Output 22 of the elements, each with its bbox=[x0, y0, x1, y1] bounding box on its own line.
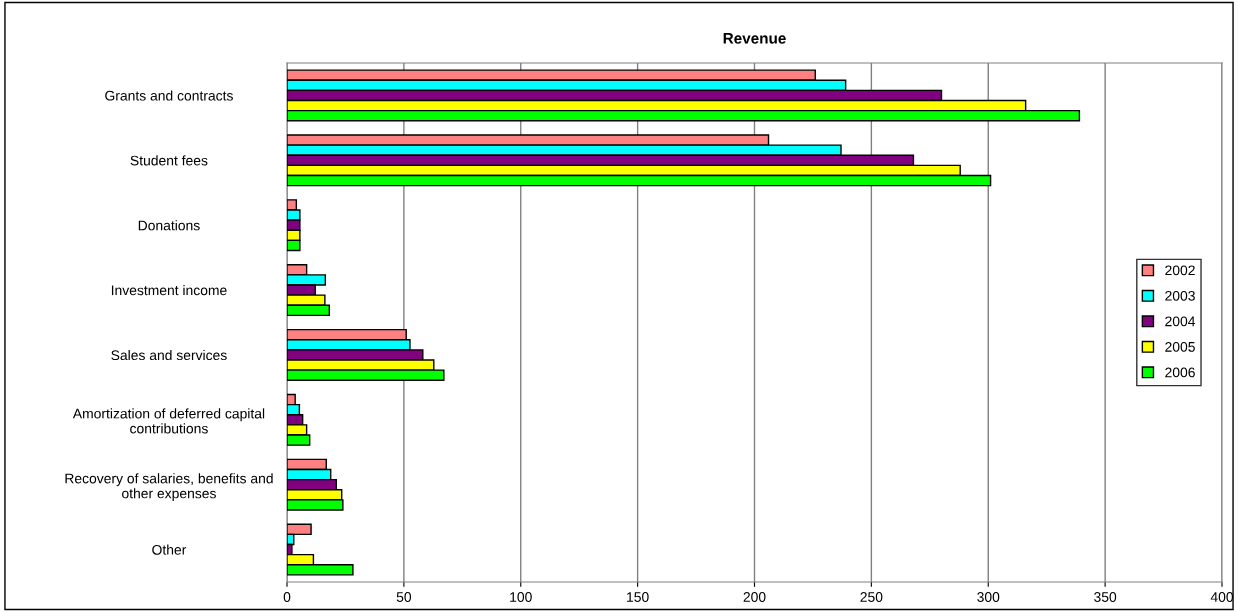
x-tick-label: 250 bbox=[860, 592, 883, 602]
y-tick-label: Grants and contracts bbox=[105, 90, 233, 101]
x-tick-label: 150 bbox=[627, 592, 649, 602]
legend-label: 2003 bbox=[1165, 290, 1195, 301]
y-tick-label: Donations bbox=[138, 220, 200, 231]
legend-label: 2006 bbox=[1165, 367, 1195, 378]
y-tick-label: Student fees bbox=[130, 155, 208, 166]
legend-label: 2002 bbox=[1165, 265, 1195, 276]
legend-label: 2004 bbox=[1165, 316, 1196, 327]
x-tick-label: 300 bbox=[977, 592, 1000, 602]
y-tick-label: Investment income bbox=[111, 285, 227, 296]
x-tick-label: 50 bbox=[396, 592, 412, 602]
chart-title: Revenue bbox=[723, 33, 786, 44]
y-tick-label: Sales and services bbox=[111, 349, 227, 361]
y-tick-label: Recovery of salaries, benefits and other expenses bbox=[65, 473, 273, 502]
legend-label: 2005 bbox=[1165, 341, 1195, 352]
x-tick-label: 350 bbox=[1094, 592, 1117, 602]
x-tick-label: 200 bbox=[743, 592, 766, 602]
y-tick-label: Other bbox=[152, 544, 187, 555]
y-tick-label: Amortization of deferred capital contributions bbox=[72, 408, 265, 434]
x-tick-label: 0 bbox=[283, 592, 291, 602]
x-tick-label: 100 bbox=[510, 592, 532, 602]
